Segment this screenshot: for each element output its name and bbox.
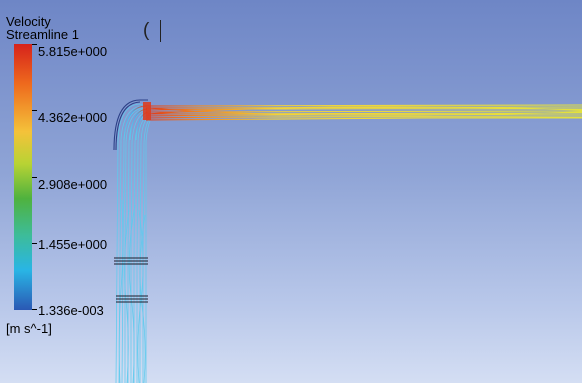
- legend-tick-mark: [32, 44, 37, 45]
- legend-tick-mark: [32, 309, 37, 310]
- legend-color-bar: [14, 44, 32, 310]
- legend-title: Velocity: [6, 14, 51, 29]
- legend-tick-label: 5.815e+000: [38, 44, 108, 59]
- bar-icon: [160, 20, 161, 42]
- horizontal-jet: [145, 103, 582, 121]
- paren-icon: (: [143, 20, 150, 41]
- legend-tick-mark: [32, 177, 37, 178]
- vertical-streamlines: [115, 103, 151, 383]
- jet-inlet-hot-spot: [143, 102, 151, 120]
- legend-tick-mark: [32, 243, 37, 244]
- legend-tick-label: 2.908e+000: [38, 177, 108, 192]
- legend-tick-label: 1.455e+000: [38, 237, 108, 252]
- legend-unit: [m s^-1]: [6, 321, 52, 336]
- pipe-cut-planes: [114, 257, 148, 303]
- legend-subtitle: Streamline 1: [6, 27, 79, 42]
- legend-tick-mark: [32, 110, 37, 111]
- legend-tick-label: 4.362e+000: [38, 110, 108, 125]
- pipe-bend-outline: [113, 99, 148, 151]
- legend-tick-label: 1.336e-003: [38, 303, 104, 318]
